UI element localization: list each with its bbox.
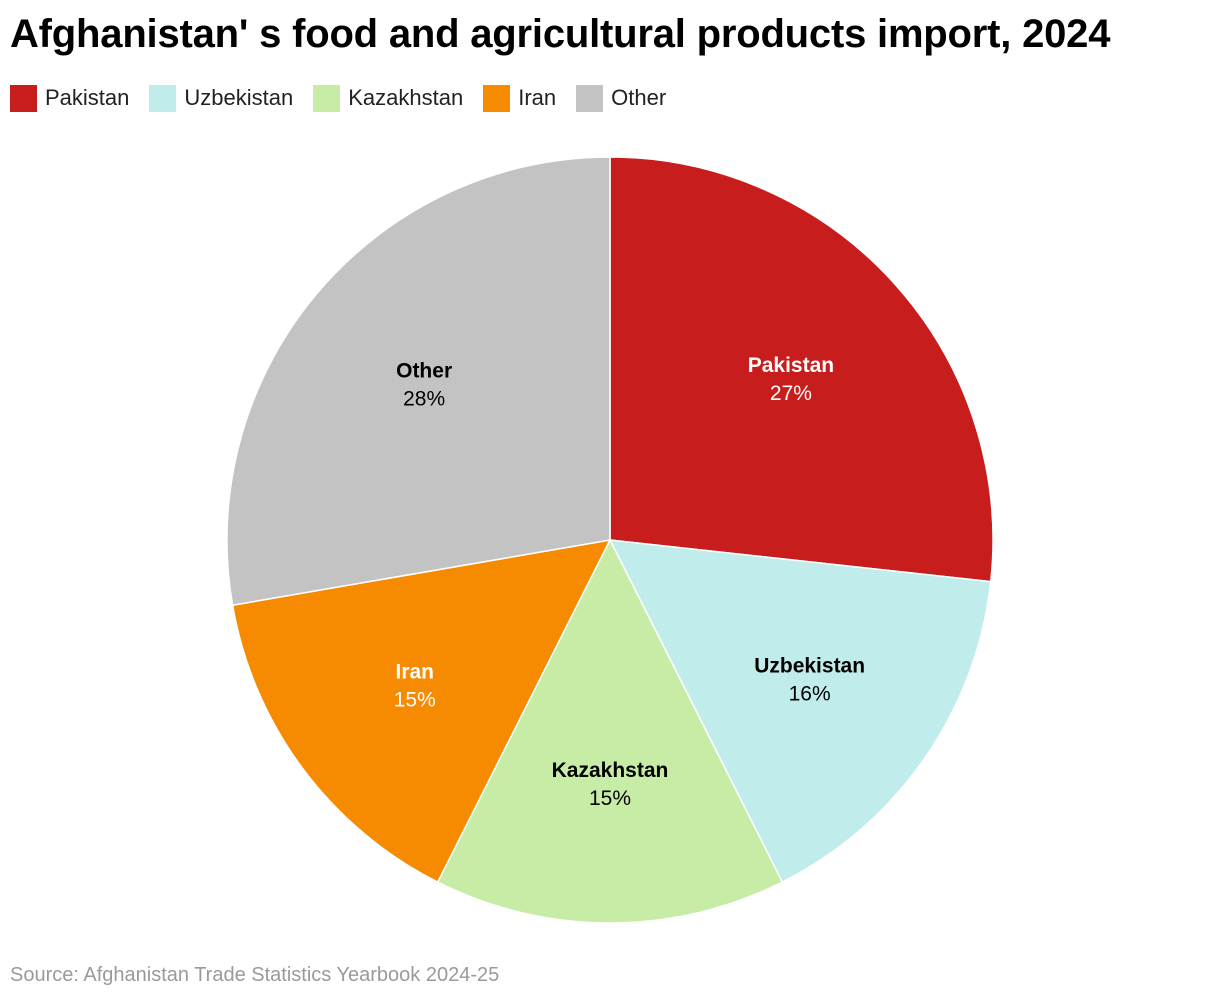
slice-label-name-other: Other (396, 359, 452, 382)
legend-label-uzbekistan: Uzbekistan (184, 85, 294, 110)
legend-swatch-uzbekistan (149, 84, 177, 112)
legend-item-pakistan: Pakistan (10, 84, 130, 112)
slice-label-value-pakistan: 27% (770, 382, 812, 405)
legend-item-uzbekistan: Uzbekistan (149, 84, 294, 112)
chart-title: Afghanistan' s food and agricultural pro… (10, 12, 1111, 56)
legend-item-kazakhstan: Kazakhstan (313, 84, 464, 112)
slice-label-uzbekistan: Uzbekistan 16% (754, 655, 865, 706)
pie-slice-pakistan (609, 156, 994, 583)
pie-chart: Pakistan 27%Uzbekistan 16%Kazakhstan 15%Ira… (226, 156, 994, 924)
pie-slice-uzbekistan (608, 539, 992, 884)
legend-item-iran: Iran (483, 84, 557, 112)
slice-label-value-kazakhstan: 15% (589, 787, 631, 810)
slice-label-other: Other 28% (396, 359, 452, 410)
legend-item-other: Other (576, 84, 667, 112)
legend: Pakistan Uzbekistan Kazakhstan Iran Othe… (10, 84, 686, 112)
slice-label-iran: Iran 15% (394, 661, 436, 712)
slice-label-pakistan: Pakistan 27% (748, 354, 834, 405)
pie-slice-iran (231, 539, 612, 884)
slice-label-name-uzbekistan: Uzbekistan (754, 655, 865, 678)
legend-label-other: Other (611, 85, 667, 110)
legend-swatch-other (576, 84, 604, 112)
slice-label-name-pakistan: Pakistan (748, 354, 834, 377)
slice-label-kazakhstan: Kazakhstan 15% (552, 759, 669, 810)
slice-label-value-iran: 15% (394, 689, 436, 712)
slice-label-value-uzbekistan: 16% (789, 683, 831, 706)
legend-swatch-pakistan (10, 84, 37, 112)
legend-label-iran: Iran (518, 85, 557, 110)
slice-label-name-kazakhstan: Kazakhstan (552, 759, 669, 782)
slice-label-value-other: 28% (403, 387, 445, 410)
legend-label-kazakhstan: Kazakhstan (348, 85, 464, 110)
legend-swatch-iran (483, 84, 511, 112)
legend-label-pakistan: Pakistan (45, 85, 130, 110)
slice-label-name-iran: Iran (395, 661, 434, 684)
pie-slice-kazakhstan (436, 538, 784, 924)
legend-swatch-kazakhstan (313, 84, 341, 112)
pie-slice-other (226, 156, 611, 607)
source-note: Source: Afghanistan Trade Statistics Yea… (10, 964, 500, 986)
